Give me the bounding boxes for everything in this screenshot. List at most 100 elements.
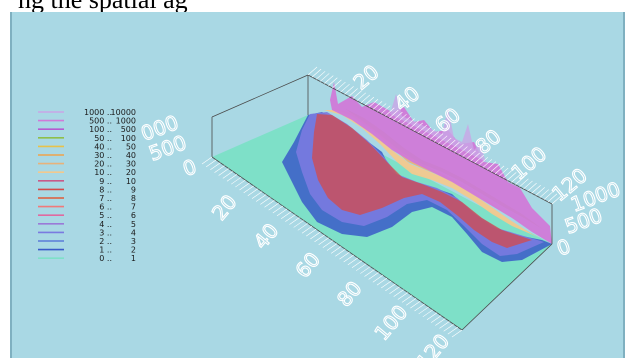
back-tick	[352, 90, 362, 99]
front-tick	[239, 182, 250, 191]
front-tick	[368, 272, 379, 280]
legend-high: 6	[131, 211, 136, 220]
legend-low: 9 ..	[99, 177, 112, 186]
front-tick	[451, 329, 463, 338]
legend-low: 40 ..	[94, 142, 112, 151]
back-tick	[486, 161, 497, 170]
legend-low: 4 ..	[99, 220, 112, 229]
front-tick	[255, 194, 267, 202]
back-tick	[429, 131, 440, 140]
front-axis-ticks	[201, 156, 463, 338]
legend-low: 8 ..	[99, 185, 112, 194]
legend-high: 20	[126, 168, 136, 177]
back-tick	[543, 191, 554, 200]
front-tick	[351, 260, 363, 269]
band-100-500	[330, 82, 552, 244]
back-tick	[376, 103, 387, 112]
legend-low: 1000 ..	[84, 108, 112, 117]
legend-entry: 1000 ..10000	[38, 108, 136, 117]
back-axis-ticks	[307, 66, 562, 205]
back-tick-label: 100	[506, 142, 551, 185]
back-tick	[336, 81, 346, 91]
back-tick	[527, 182, 537, 192]
back-tick	[450, 142, 460, 151]
back-tick	[413, 122, 423, 132]
front-tick	[418, 306, 429, 315]
legend-high: 40	[126, 151, 136, 160]
front-tick	[414, 303, 425, 312]
front-tick	[397, 292, 409, 300]
legend-entry: 10 .. 20	[38, 168, 136, 177]
back-tick	[360, 94, 371, 104]
front-tick	[272, 205, 284, 214]
front-tick	[218, 168, 229, 176]
back-tick	[332, 79, 342, 89]
back-tick	[470, 152, 480, 162]
back-tick	[531, 185, 541, 194]
back-tick	[442, 137, 452, 147]
front-tick	[439, 321, 450, 329]
back-tick	[446, 139, 456, 149]
front-tick	[214, 165, 225, 173]
legend-low: 2 ..	[99, 237, 112, 246]
front-tick	[222, 171, 234, 179]
front-tick-label: 80	[332, 276, 367, 311]
front-tick	[201, 156, 213, 165]
front-tick	[426, 312, 438, 320]
front-tick-label: 40	[249, 219, 284, 254]
front-tick	[243, 185, 254, 194]
front-tick	[210, 162, 221, 171]
front-tick	[380, 280, 392, 289]
back-tick	[385, 107, 395, 117]
back-tick	[458, 146, 468, 155]
legend-entry: 6 .. 7	[38, 203, 136, 212]
back-tick	[320, 73, 330, 82]
front-tick	[264, 200, 275, 208]
front-tick	[435, 318, 446, 326]
legend-high: 7	[131, 203, 136, 212]
legend-entry: 20 .. 30	[38, 160, 136, 169]
front-tick	[305, 228, 317, 237]
front-tick	[410, 300, 421, 309]
back-tick	[328, 77, 338, 86]
front-tick	[260, 197, 271, 205]
front-tick	[376, 277, 388, 286]
back-tick	[490, 163, 501, 172]
legend-entry: 3 .. 4	[38, 228, 136, 237]
back-tick	[511, 174, 521, 183]
legend-entry: 4 .. 5	[38, 220, 136, 229]
legend-entry: 8 .. 9	[38, 185, 136, 194]
front-tick	[335, 249, 346, 257]
back-tick	[482, 159, 493, 168]
legend-low: 20 ..	[94, 160, 112, 169]
front-tick	[343, 254, 354, 263]
front-tick	[405, 298, 417, 306]
back-tick	[389, 109, 399, 119]
front-tick	[393, 289, 404, 297]
front-tick	[330, 246, 342, 254]
back-tick	[515, 176, 525, 185]
back-tick	[311, 68, 322, 78]
front-tick	[318, 237, 329, 245]
front-tick-label: 120	[411, 329, 454, 358]
legend-low: 0 ..	[99, 254, 112, 263]
back-tick	[417, 124, 427, 134]
legend-entry: 0 .. 1	[38, 254, 136, 263]
legend-entry: 9 .. 10	[38, 177, 136, 186]
back-tick	[393, 111, 403, 121]
front-tick	[297, 223, 309, 231]
legend-low: 500 ..	[89, 117, 112, 126]
back-tick	[364, 96, 375, 106]
front-tick	[355, 263, 367, 271]
front-tick	[301, 225, 313, 234]
front-tick	[280, 211, 292, 220]
legend-low: 5 ..	[99, 211, 112, 220]
legend-entry: 7 .. 8	[38, 194, 136, 203]
front-tick	[247, 188, 259, 196]
front-tick-label: 20	[207, 190, 242, 225]
legend-high: 5	[131, 220, 136, 229]
back-tick	[372, 101, 383, 110]
front-tick-label: 60	[290, 248, 325, 283]
front-tick	[205, 159, 217, 168]
